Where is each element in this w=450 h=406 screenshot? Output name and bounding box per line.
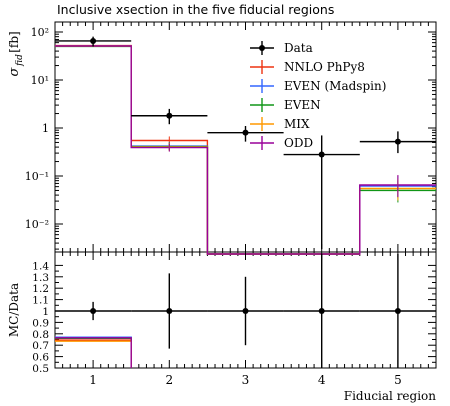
data-point: [318, 151, 325, 158]
ratio-mc-line: [55, 337, 132, 368]
legend-label: EVEN: [284, 98, 321, 112]
ratio-data-point: [394, 308, 401, 314]
ratio-y-tick-label: 1.3: [32, 272, 49, 284]
mc-histogram-even: [55, 45, 436, 255]
ratio-y-axis-label: MC/Data: [7, 283, 21, 337]
ratio-y-tick-label: 0.7: [32, 340, 49, 352]
ratio-y-tick-label: 0.6: [32, 352, 49, 364]
ratio-y-tick-label: 1.1: [32, 295, 49, 307]
x-tick-label: 3: [242, 373, 250, 387]
mc-histogram-mix: [55, 45, 436, 255]
data-point: [166, 112, 173, 119]
ratio-data-point: [318, 308, 325, 314]
ratio-y-tick-label: 1.4: [32, 260, 49, 272]
ratio-y-tick-label: 0.9: [32, 317, 49, 329]
x-axis-label: Fiducial region: [344, 389, 437, 403]
data-point: [90, 37, 97, 44]
legend-label: MIX: [284, 117, 310, 131]
x-tick-label: 4: [318, 373, 326, 387]
y-tick-label: 10¹: [31, 74, 49, 87]
legend-marker: [259, 45, 265, 51]
ratio-data-point: [242, 308, 249, 314]
ratio-data-point: [166, 308, 173, 314]
mc-histogram-odd: [55, 45, 436, 255]
ratio-y-tick-label: 1.2: [32, 283, 49, 295]
legend-label: NNLO PhPy8: [284, 60, 365, 74]
y-tick-label: 10⁻¹: [25, 170, 49, 183]
y-tick-label: 10²: [31, 26, 49, 39]
ratio-y-tick-label: 0.5: [32, 363, 49, 375]
x-tick-label: 2: [165, 373, 173, 387]
mc-histogram-even-madspin-: [55, 45, 436, 255]
legend-label: EVEN (Madspin): [284, 79, 386, 93]
legend-label: Data: [284, 41, 313, 55]
ratio-y-tick-label: 1: [42, 306, 49, 318]
y-tick-label: 10⁻²: [25, 218, 49, 231]
legend-label: ODD: [284, 136, 313, 150]
chart-title: Inclusive xsection in the five fiducial …: [57, 2, 335, 17]
x-tick-label: 5: [394, 373, 402, 387]
ratio-y-tick-label: 0.8: [32, 329, 49, 341]
y-tick-label: 1: [42, 122, 49, 135]
data-point: [394, 138, 401, 145]
mc-histogram-nnlo-phpy8: [55, 44, 436, 255]
data-point: [242, 129, 249, 136]
x-tick-label: 1: [89, 373, 97, 387]
y-axis-label: σ: [7, 66, 22, 76]
y-axis-label: fid: [15, 54, 25, 67]
y-axis-label: [fb]: [7, 31, 21, 53]
ratio-data-point: [90, 308, 97, 314]
